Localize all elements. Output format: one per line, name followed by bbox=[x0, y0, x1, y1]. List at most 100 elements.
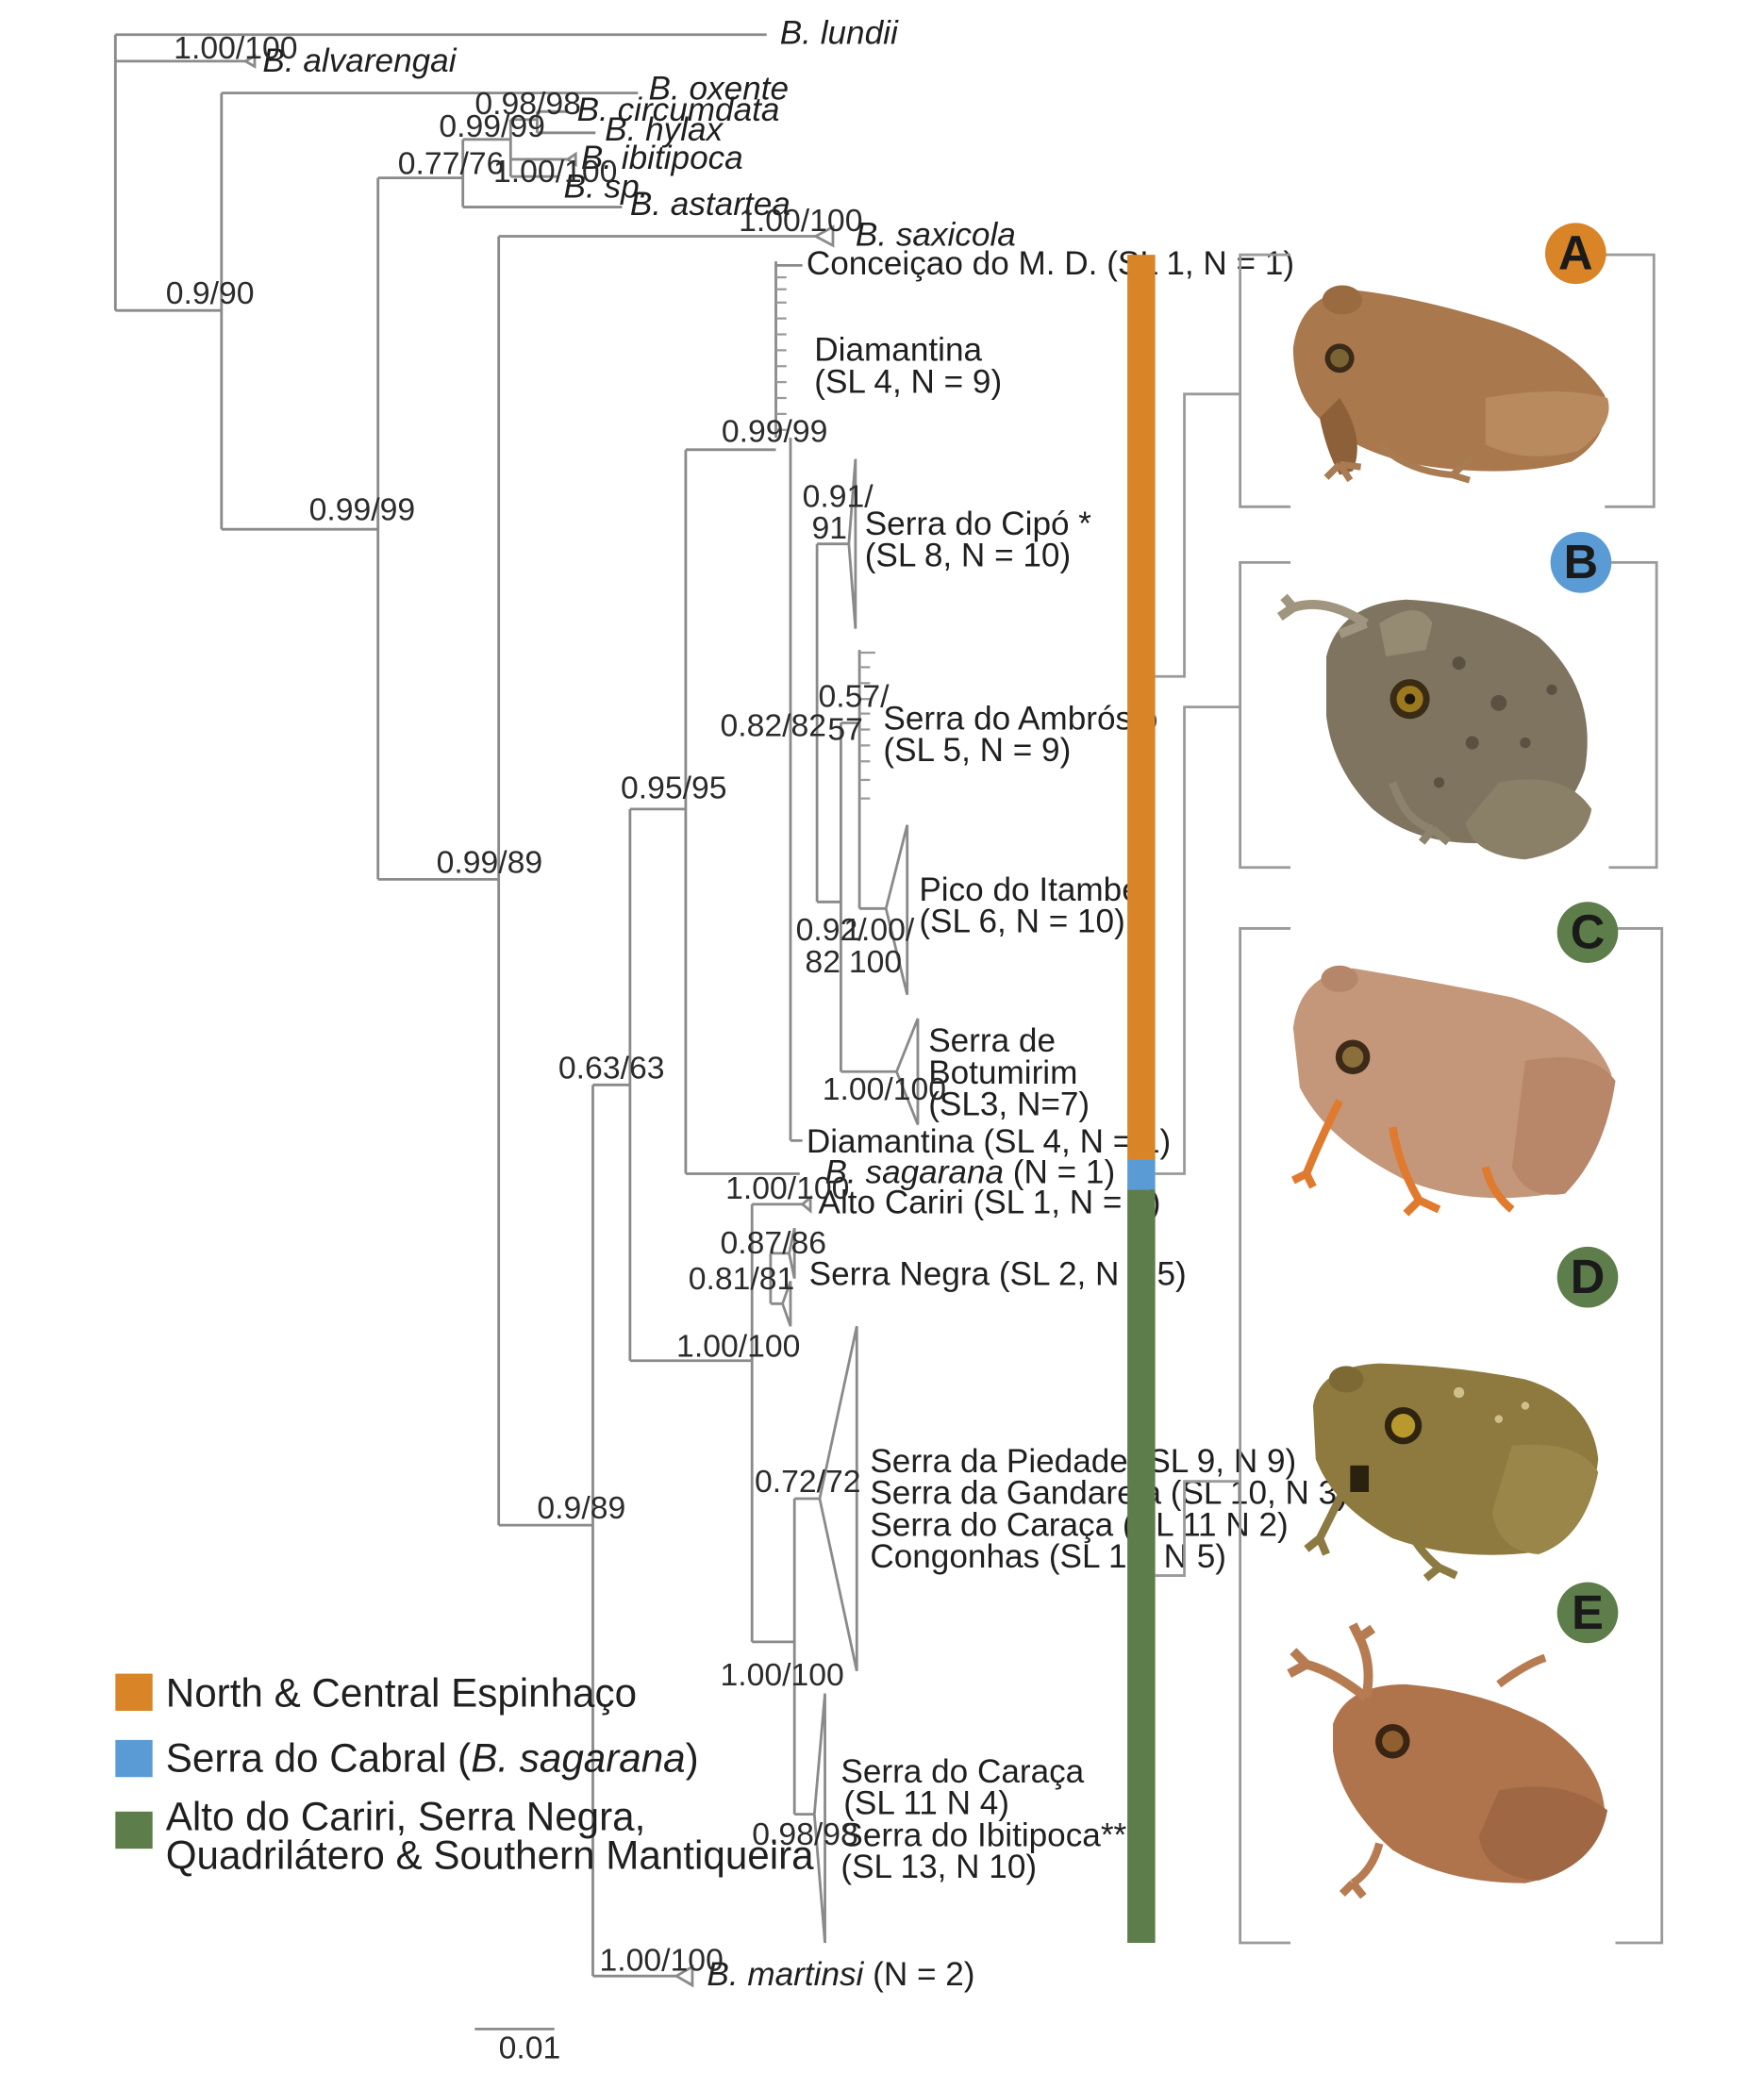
panel-badge-b: B bbox=[1550, 532, 1612, 593]
branch-n4 bbox=[508, 118, 568, 178]
clade-botumirim-line2: Botumirim bbox=[928, 1054, 1077, 1091]
support-label: 0.91/ bbox=[803, 478, 874, 514]
clade-itambe-line2: (SL 6, N = 10) bbox=[919, 904, 1124, 940]
frog-photo-b bbox=[1276, 593, 1592, 860]
branch-n16 bbox=[769, 1252, 790, 1305]
support-label: 0.99/99 bbox=[722, 413, 828, 449]
clade-triangle-quadrilatero bbox=[818, 1325, 858, 1672]
taxon-sagarana: B. sagarana (N = 1) bbox=[825, 1153, 1116, 1190]
clade-cipo-line2: (SL 8, N = 10) bbox=[865, 538, 1071, 574]
panel-badge-d: D bbox=[1556, 1246, 1619, 1308]
legend-label-green-line1: Alto do Cariri, Serra Negra, bbox=[166, 1795, 646, 1839]
clade-southern-line1: Serra do Caraça bbox=[840, 1753, 1084, 1790]
branch-n13 bbox=[840, 721, 897, 1073]
legend-label-green-line2: Quadrilátero & Southern Mantiqueira bbox=[166, 1833, 814, 1877]
support-values: 1.00/100 0.98/98 0.99/99 1.00/100 0.77/7… bbox=[166, 30, 946, 1978]
branch-root bbox=[113, 33, 767, 312]
support-label: 0.87/86 bbox=[720, 1225, 826, 1261]
branch-n11 bbox=[789, 438, 803, 1142]
branch-n15 bbox=[750, 1202, 803, 1644]
bracket-cde bbox=[1239, 927, 1664, 1945]
legend: North & Central Espinhaço Serra do Cabra… bbox=[115, 1671, 814, 1877]
clade-triangle-martinsi bbox=[674, 1964, 694, 1988]
branch-n9 bbox=[684, 448, 800, 1175]
scale-bar-label: 0.01 bbox=[499, 2030, 561, 2065]
support-label: 82 bbox=[805, 944, 840, 980]
clade-diamantina-a-line1: Diamantina bbox=[814, 332, 982, 369]
photo-brackets bbox=[1239, 253, 1664, 1945]
color-bar-blue bbox=[1127, 1159, 1156, 1190]
clade-triangle-negra-b bbox=[781, 1280, 792, 1327]
frog-photo-d bbox=[1304, 1363, 1599, 1582]
branch-n5 bbox=[536, 109, 596, 135]
clade-quadrilatero-line4: Congonhas (SL 12, N 5) bbox=[870, 1538, 1226, 1575]
clade-triangle-botumirim bbox=[894, 1018, 920, 1126]
support-label: 0.98/98 bbox=[474, 86, 581, 122]
taxon-martinsi: B. martinsi (N = 2) bbox=[707, 1956, 974, 1993]
branch-n2 bbox=[376, 176, 499, 881]
taxon-ibitipoca: B. ibitipoca bbox=[581, 140, 743, 176]
bar-connectors bbox=[1155, 392, 1240, 1577]
taxon-saxicola: B. saxicola bbox=[856, 216, 1016, 253]
taxon-sp: B. sp. bbox=[564, 169, 649, 206]
bracket-b bbox=[1239, 560, 1658, 870]
support-label: 0.77/76 bbox=[398, 145, 505, 181]
panel-badge-c: C bbox=[1556, 902, 1619, 963]
support-label: 0.99/99 bbox=[439, 108, 545, 144]
support-label: 1.00/100 bbox=[823, 1071, 946, 1107]
clade-quadrilatero-line1: Serra da Piedade (SL 9, N 9) bbox=[870, 1443, 1296, 1480]
clade-quadrilatero-line3: Serra do Caraça (SL 11 N 2) bbox=[870, 1506, 1288, 1543]
support-label: 0.99/99 bbox=[309, 491, 416, 527]
taxon-astartea: B. astartea bbox=[630, 186, 790, 223]
panel-badge-e-letter: E bbox=[1572, 1585, 1604, 1639]
frog-photo-a bbox=[1292, 285, 1609, 484]
clade-southern-line2: (SL 11 N 4) bbox=[843, 1785, 1009, 1822]
support-label: 0.82/82 bbox=[720, 708, 826, 744]
clade-cipo-line1: Serra do Cipó * bbox=[865, 506, 1092, 542]
clade-southern-line3: Serra do Ibitipoca** bbox=[840, 1816, 1126, 1853]
clade-conceicao: Conceiçao do M. D. (SL 1, N = 1) bbox=[807, 245, 1294, 282]
taxon-oxente: B. oxente bbox=[649, 71, 789, 108]
scale-bar: 0.01 bbox=[474, 2027, 561, 2065]
support-label: 1.00/100 bbox=[739, 203, 862, 239]
support-label: 0.57/ bbox=[819, 679, 890, 715]
legend-label-north-central: North & Central Espinhaço bbox=[166, 1671, 637, 1716]
taxon-labels: B. lundii B. alvarengai B. oxente B. cir… bbox=[262, 15, 1348, 1993]
legend-label-serra-cabral: Serra do Cabral (B. sagarana) bbox=[166, 1736, 699, 1781]
legend-swatch-green bbox=[115, 1811, 153, 1849]
clade-itambe-line1: Pico do Itambé bbox=[919, 871, 1140, 908]
support-label: 57 bbox=[827, 712, 863, 748]
clade-triangle-saxicola bbox=[812, 224, 835, 248]
clade-ambrosio-line1: Serra do Ambrósio bbox=[883, 701, 1157, 738]
taxon-lundii: B. lundii bbox=[780, 15, 899, 52]
support-label: 0.98/98 bbox=[752, 1816, 858, 1852]
branch-n12 bbox=[815, 542, 849, 904]
collapsed-clades bbox=[242, 53, 920, 1988]
branch-n7 bbox=[591, 1083, 677, 1978]
taxon-martinsi-count: (N = 2) bbox=[863, 1956, 974, 1993]
support-label: 1.00/100 bbox=[720, 1657, 843, 1693]
clade-diamantina-b: Diamantina (SL 4, N = 1) bbox=[807, 1123, 1171, 1160]
frog-photo-c bbox=[1290, 965, 1616, 1217]
support-label: 91 bbox=[811, 510, 847, 546]
legend-swatch-blue bbox=[115, 1739, 153, 1778]
support-label: 1.00/100 bbox=[493, 154, 617, 190]
support-label: 0.63/63 bbox=[558, 1050, 665, 1086]
clade-triangle-alvarengai bbox=[242, 53, 257, 69]
branch-n1 bbox=[220, 91, 639, 531]
color-bar-green bbox=[1127, 1189, 1156, 1944]
support-label: 1.00/100 bbox=[600, 1943, 724, 1979]
panel-badge-a: A bbox=[1545, 223, 1606, 285]
lineage-color-bar bbox=[1127, 255, 1156, 1944]
taxon-sagarana-name: B. sagarana bbox=[825, 1153, 1005, 1190]
panel-badge-b-letter: B bbox=[1564, 535, 1599, 589]
clade-triangle-ibitipoca bbox=[565, 151, 577, 168]
panel-badge-e: E bbox=[1556, 1582, 1619, 1644]
support-label: 100 bbox=[849, 944, 902, 980]
support-label: 0.9/89 bbox=[537, 1490, 625, 1526]
branch-n3 bbox=[461, 138, 623, 208]
panel-badge-a-letter: A bbox=[1558, 226, 1593, 280]
frog-photo-e bbox=[1287, 1622, 1608, 1899]
clade-southern-line4: (SL 13, N 10) bbox=[840, 1849, 1037, 1885]
